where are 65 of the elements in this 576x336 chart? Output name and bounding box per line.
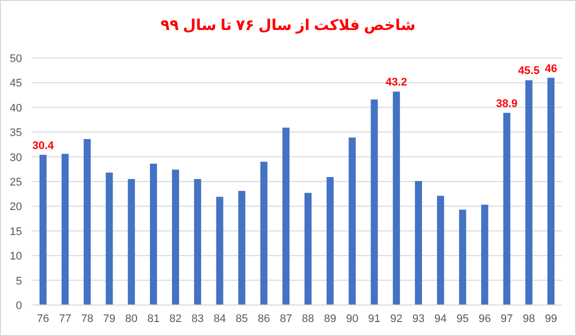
- bar: [282, 128, 290, 305]
- y-tick-label: 10: [10, 250, 22, 263]
- bar: [172, 170, 180, 305]
- data-label: 46: [544, 62, 558, 75]
- bar: [459, 210, 466, 305]
- y-tick-label: 35: [10, 127, 22, 140]
- x-tick-label: 83: [192, 313, 204, 325]
- bar: [150, 164, 157, 305]
- x-tick-label: 85: [236, 313, 248, 325]
- x-tick-label: 76: [36, 313, 50, 325]
- x-tick-label: 90: [346, 313, 358, 325]
- x-tick-label: 84: [214, 313, 226, 325]
- x-tick-label: 78: [81, 313, 94, 325]
- bar: [62, 154, 69, 305]
- y-tick-label: 40: [10, 102, 22, 114]
- bar: [194, 179, 202, 305]
- x-tick-label: 87: [280, 313, 292, 325]
- x-tick-label: 92: [390, 313, 402, 325]
- x-tick-label: 93: [412, 313, 425, 325]
- x-tick-label: 89: [324, 313, 336, 325]
- x-tick-label: 91: [368, 313, 380, 325]
- bar: [525, 80, 532, 305]
- data-label: 30.4: [32, 140, 55, 152]
- bar: [106, 172, 113, 305]
- bar: [128, 179, 135, 305]
- bar: [392, 92, 400, 305]
- y-tick-label: 15: [10, 226, 22, 238]
- x-tick-label: 82: [169, 313, 182, 325]
- bar: [260, 162, 268, 305]
- y-tick-label: 45: [10, 78, 22, 90]
- y-tick-label: 30: [10, 152, 22, 164]
- x-tick-label: 81: [147, 313, 160, 325]
- bar: [481, 204, 488, 305]
- x-tick-label: 88: [302, 313, 314, 325]
- x-tick-label: 99: [544, 313, 558, 325]
- data-label: 38.9: [496, 98, 518, 110]
- y-tick-label: 25: [10, 176, 22, 188]
- bar: [84, 139, 91, 305]
- bar: [40, 154, 47, 305]
- x-tick-label: 79: [103, 313, 116, 325]
- x-tick-label: 95: [456, 313, 469, 325]
- bar: [216, 196, 224, 305]
- x-tick-label: 98: [522, 313, 535, 325]
- y-tick-label: 20: [10, 201, 22, 214]
- bar: [437, 196, 444, 305]
- bar: [547, 78, 554, 305]
- x-tick-label: 94: [434, 313, 447, 325]
- bar: [370, 99, 378, 305]
- x-tick-label: 80: [125, 313, 138, 325]
- chart-title: شاخص فلاکت از سال ۷۶ تا سال ۹۹: [160, 17, 416, 34]
- x-tick-label: 86: [258, 313, 270, 325]
- y-tick-label: 5: [16, 275, 22, 288]
- x-tick-label: 96: [478, 313, 491, 325]
- y-tick-label: 50: [10, 53, 22, 65]
- bar: [238, 190, 246, 305]
- x-tick-label: 97: [500, 313, 513, 325]
- y-tick-label: 0: [16, 300, 22, 312]
- bar: [326, 177, 334, 305]
- bar: [348, 138, 356, 305]
- x-tick-label: 77: [59, 313, 72, 325]
- bar: [304, 192, 312, 305]
- data-label: 43.2: [386, 76, 408, 89]
- bar: [503, 112, 510, 305]
- data-label: 45.5: [518, 65, 540, 78]
- bar: [414, 181, 422, 305]
